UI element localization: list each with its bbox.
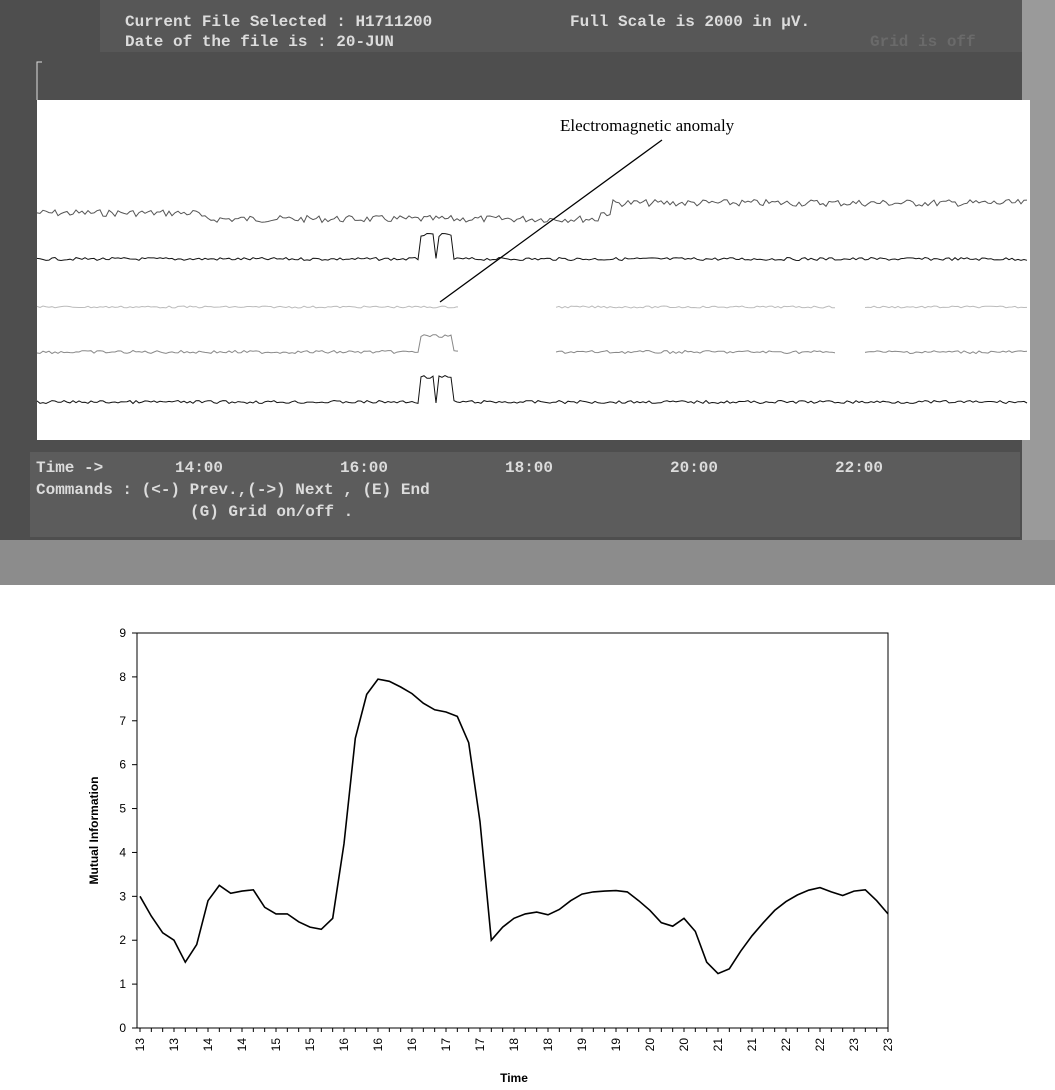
y-tick-label: 6 — [119, 758, 126, 772]
x-tick-label: 21 — [745, 1038, 759, 1052]
x-tick-label: 20 — [677, 1038, 691, 1052]
time-tick: 22:00 — [835, 459, 883, 477]
x-tick-label: 15 — [269, 1038, 283, 1052]
time-tick: 14:00 — [175, 459, 223, 477]
grid-status: Grid is off — [870, 33, 976, 51]
x-tick-label: 18 — [541, 1038, 555, 1052]
trace-gap — [458, 296, 556, 366]
time-tick: 20:00 — [670, 459, 718, 477]
time-tick: 16:00 — [340, 459, 388, 477]
y-tick-label: 1 — [119, 977, 126, 991]
time-tick: 18:00 — [505, 459, 553, 477]
x-tick-label: 19 — [609, 1038, 623, 1052]
x-tick-label: 22 — [779, 1038, 793, 1052]
y-tick-label: 2 — [119, 933, 126, 947]
x-tick-label: 17 — [473, 1038, 487, 1052]
trace-gap — [835, 296, 865, 366]
y-tick-label: 0 — [119, 1021, 126, 1035]
y-tick-label: 7 — [119, 714, 126, 728]
y-tick-label: 3 — [119, 889, 126, 903]
y-tick-label: 9 — [119, 626, 126, 640]
time-label: Time -> — [36, 459, 103, 477]
y-tick-label: 5 — [119, 802, 126, 816]
x-tick-label: 19 — [575, 1038, 589, 1052]
x-tick-label: 23 — [847, 1038, 861, 1052]
page: Current File Selected : H1711200 Full Sc… — [0, 0, 1055, 1090]
x-tick-label: 16 — [405, 1038, 419, 1052]
figure: Current File Selected : H1711200 Full Sc… — [0, 0, 1055, 1090]
plot-frame — [137, 633, 888, 1028]
x-tick-label: 13 — [133, 1038, 147, 1052]
data-line — [140, 679, 888, 974]
y-tick-label: 8 — [119, 670, 126, 684]
full-scale: Full Scale is 2000 in µV. — [570, 13, 810, 31]
screen-border — [0, 540, 1055, 585]
annotation: Electromagnetic anomaly — [560, 116, 735, 135]
x-tick-label: 13 — [167, 1038, 181, 1052]
x-tick-label: 17 — [439, 1038, 453, 1052]
trace-panel — [37, 100, 1030, 440]
x-axis-label: Time — [500, 1071, 528, 1085]
file-selected: Current File Selected : H1711200 — [125, 13, 432, 31]
y-axis-label: Mutual Information — [87, 777, 101, 885]
file-date: Date of the file is : 20-JUN — [125, 33, 394, 51]
x-tick-label: 14 — [235, 1038, 249, 1052]
x-tick-label: 22 — [813, 1038, 827, 1052]
x-tick-label: 15 — [303, 1038, 317, 1052]
y-tick-label: 4 — [119, 845, 126, 859]
commands: (G) Grid on/off . — [190, 503, 353, 521]
x-tick-label: 16 — [371, 1038, 385, 1052]
x-tick-label: 23 — [881, 1038, 895, 1052]
commands: Commands : (<-) Prev.,(->) Next , (E) En… — [36, 481, 430, 499]
x-tick-label: 21 — [711, 1038, 725, 1052]
x-tick-label: 14 — [201, 1038, 215, 1052]
x-tick-label: 20 — [643, 1038, 657, 1052]
x-tick-label: 18 — [507, 1038, 521, 1052]
x-tick-label: 16 — [337, 1038, 351, 1052]
